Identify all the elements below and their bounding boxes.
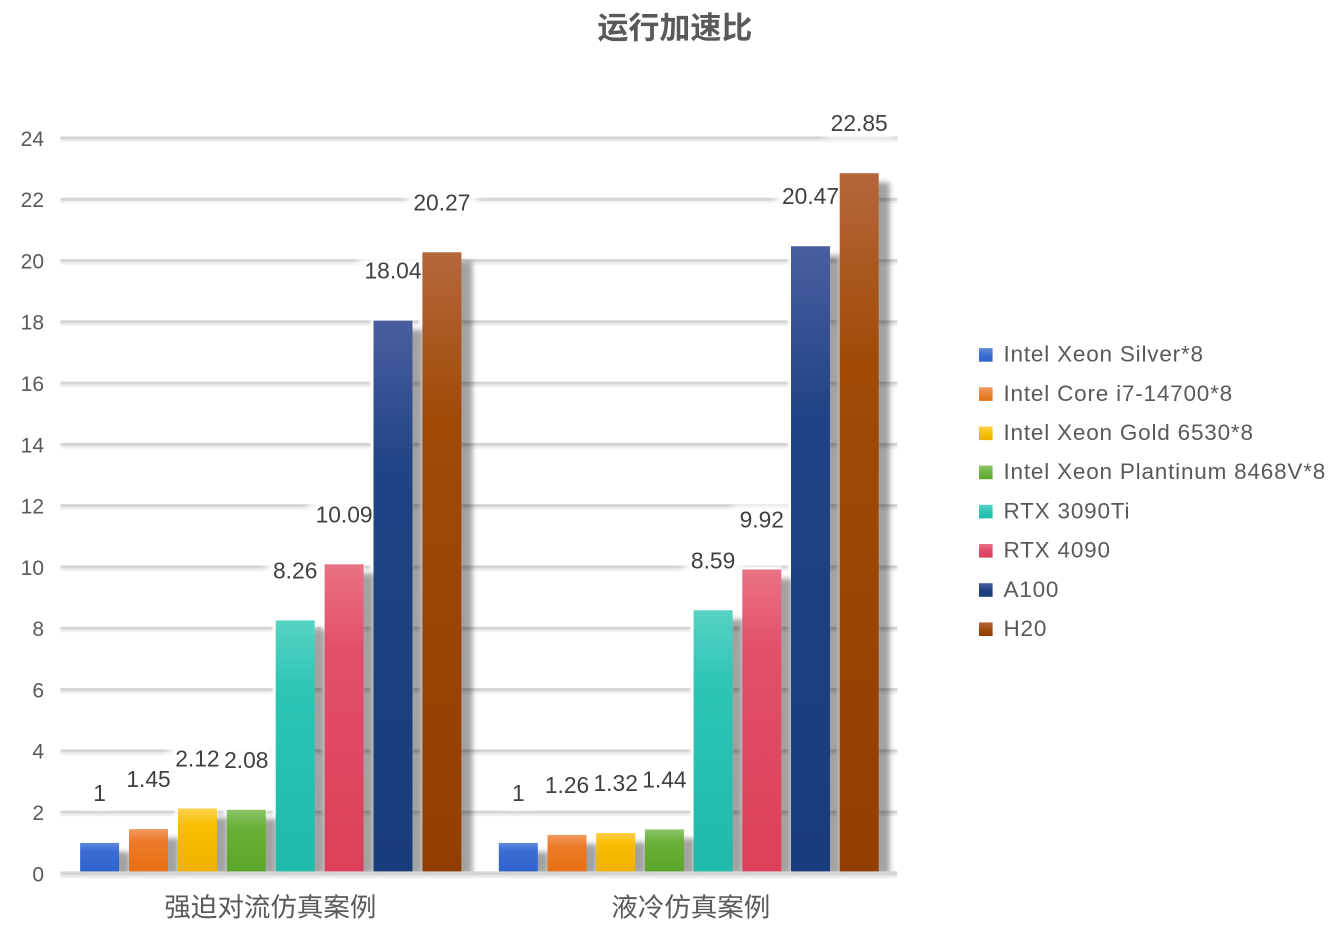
svg-text:1: 1 [93, 780, 106, 806]
svg-text:2.12: 2.12 [175, 746, 219, 772]
svg-text:Intel Xeon Gold 6530*8: Intel Xeon Gold 6530*8 [1004, 420, 1254, 445]
svg-text:10.09: 10.09 [316, 501, 373, 527]
svg-text:Intel Xeon Silver*8: Intel Xeon Silver*8 [1004, 342, 1204, 367]
svg-text:H20: H20 [1004, 616, 1048, 641]
svg-text:6: 6 [32, 679, 44, 702]
svg-text:1.26: 1.26 [545, 772, 589, 798]
svg-text:1.44: 1.44 [642, 766, 687, 792]
svg-text:20.27: 20.27 [413, 189, 470, 215]
svg-text:RTX 3090Ti: RTX 3090Ti [1004, 498, 1131, 523]
svg-text:9.92: 9.92 [740, 507, 784, 533]
svg-text:20.47: 20.47 [782, 183, 839, 209]
svg-text:1.32: 1.32 [594, 770, 638, 796]
svg-text:18: 18 [21, 312, 44, 335]
svg-text:RTX 4090: RTX 4090 [1004, 538, 1111, 563]
svg-text:2.08: 2.08 [224, 747, 268, 773]
svg-text:A100: A100 [1004, 577, 1060, 602]
svg-text:18.04: 18.04 [364, 258, 421, 284]
svg-text:8.59: 8.59 [691, 547, 735, 573]
svg-text:8: 8 [32, 618, 44, 641]
svg-text:14: 14 [21, 434, 45, 457]
svg-text:0: 0 [32, 863, 44, 886]
svg-text:20: 20 [21, 250, 44, 273]
svg-text:Intel Xeon Plantinum 8468V*8: Intel Xeon Plantinum 8468V*8 [1004, 459, 1327, 484]
svg-text:2: 2 [32, 802, 44, 825]
svg-text:24: 24 [21, 128, 45, 151]
svg-text:1.45: 1.45 [126, 766, 170, 792]
svg-text:10: 10 [21, 557, 44, 580]
svg-text:8.26: 8.26 [273, 557, 317, 583]
svg-text:22.85: 22.85 [831, 110, 888, 136]
svg-text:1: 1 [512, 780, 525, 806]
svg-text:4: 4 [32, 741, 44, 764]
svg-text:Intel Core i7-14700*8: Intel Core i7-14700*8 [1004, 381, 1233, 406]
svg-text:22: 22 [21, 189, 44, 212]
svg-text:16: 16 [21, 373, 44, 396]
svg-text:12: 12 [21, 496, 44, 519]
